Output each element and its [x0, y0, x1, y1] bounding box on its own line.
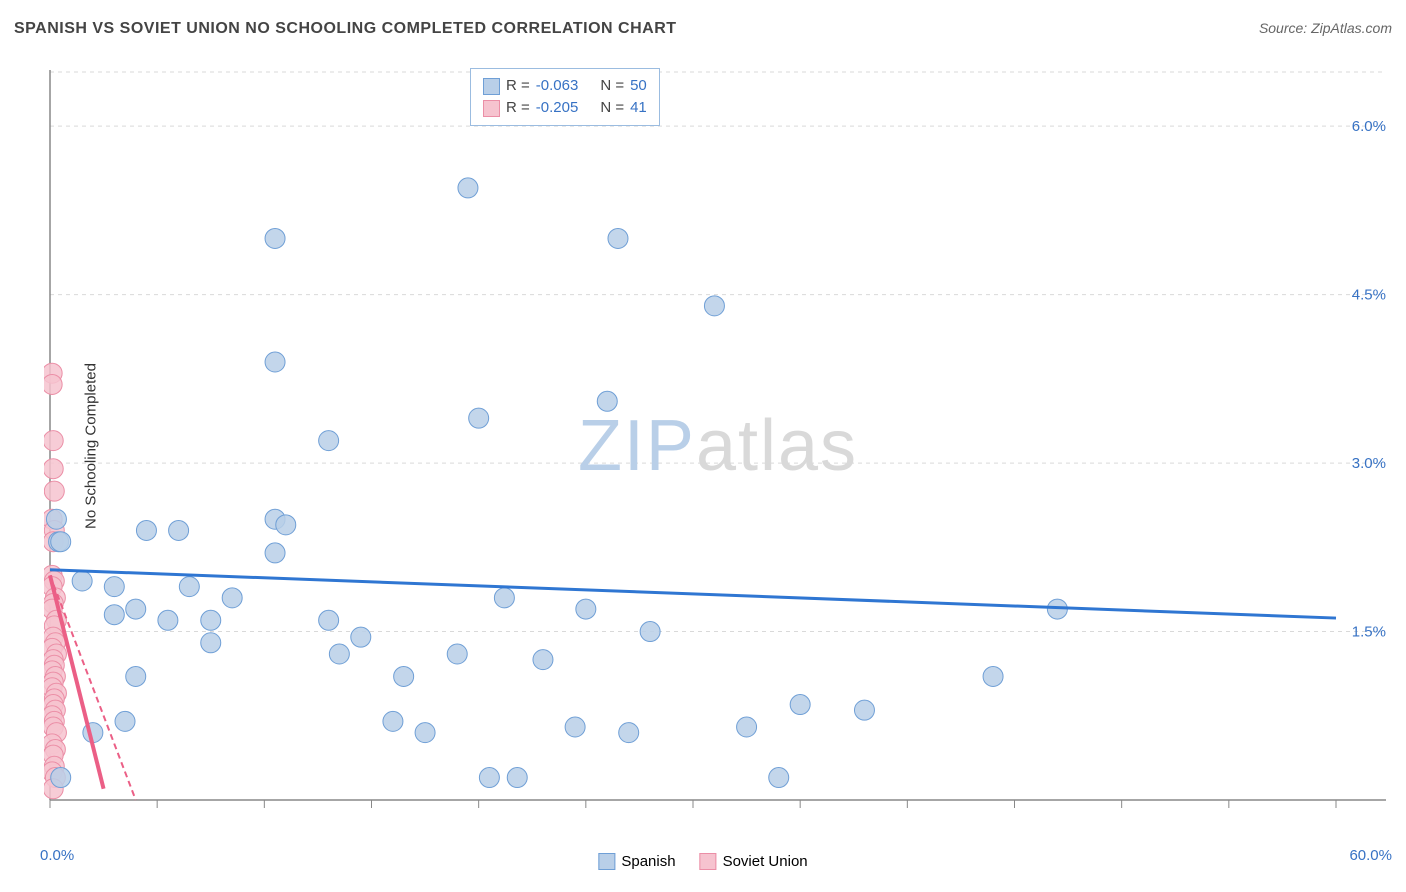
svg-text:3.0%: 3.0%	[1352, 455, 1386, 472]
n-value-spanish: 50	[630, 75, 647, 97]
soviet-swatch-icon	[700, 853, 717, 870]
r-value-spanish: -0.063	[536, 75, 579, 97]
series-legend: Spanish Soviet Union	[598, 853, 807, 870]
svg-text:6.0%: 6.0%	[1352, 118, 1386, 135]
r-label: R =	[506, 75, 530, 97]
chart-title: SPANISH VS SOVIET UNION NO SCHOOLING COM…	[14, 20, 677, 38]
r-value-soviet: -0.205	[536, 97, 579, 119]
svg-text:1.5%: 1.5%	[1352, 624, 1386, 641]
x-end-label: 60.0%	[1349, 847, 1392, 864]
legend-label-soviet: Soviet Union	[723, 853, 808, 870]
spanish-swatch-icon	[598, 853, 615, 870]
scatter-plot: ZIPatlas 1.5%3.0%4.5%6.0%	[44, 66, 1392, 826]
legend-label-spanish: Spanish	[621, 853, 675, 870]
spanish-swatch-icon	[483, 78, 500, 95]
correlation-legend: R = -0.063 N = 50 R = -0.205 N = 41	[470, 68, 660, 126]
x-origin-label: 0.0%	[40, 847, 74, 864]
n-value-soviet: 41	[630, 97, 647, 119]
source-text: Source: ZipAtlas.com	[1259, 20, 1392, 36]
n-label: N =	[600, 75, 624, 97]
n-label: N =	[600, 97, 624, 119]
svg-text:4.5%: 4.5%	[1352, 287, 1386, 304]
soviet-swatch-icon	[483, 100, 500, 117]
r-label: R =	[506, 97, 530, 119]
